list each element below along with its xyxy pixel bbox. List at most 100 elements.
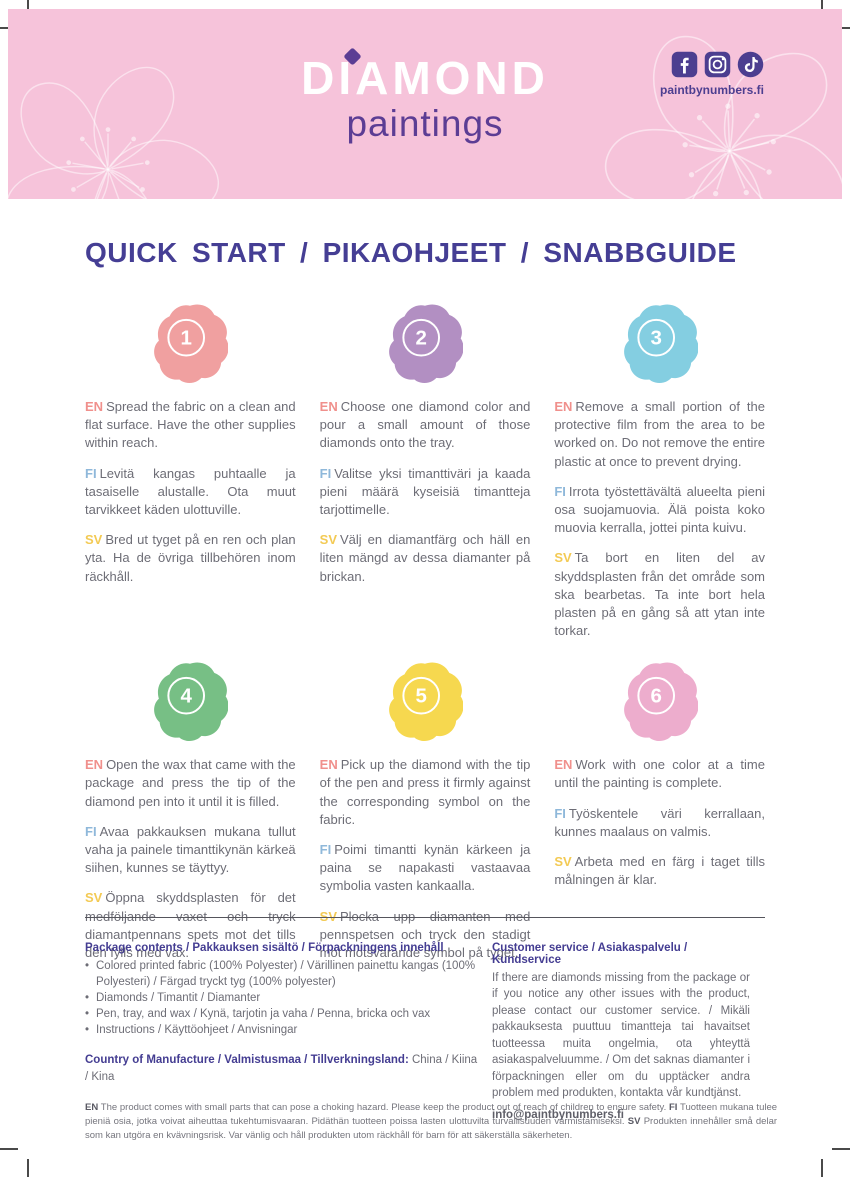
brand-logo: DIAMOND paintings <box>8 47 842 145</box>
step-text: Choose one diamond color and pour a smal… <box>319 399 531 451</box>
logo-subtitle: paintings <box>346 103 504 144</box>
step-text: Plocka upp diamanten med pennspetsen och… <box>319 909 531 960</box>
svg-text:4: 4 <box>181 685 193 708</box>
step-4-fi: FI Avaa pakkauksen mukana tullut vaha ja … <box>85 823 296 878</box>
step-1-en: EN Spread the fabric on a clean and flat … <box>85 398 296 453</box>
step-text: Ta bort en liten del av skyddsplasten fr… <box>554 550 765 639</box>
safety-warning: EN The product comes with small parts th… <box>85 1101 777 1144</box>
lang-label-en: EN <box>85 757 104 773</box>
step-text: Avaa pakkauksen mukana tullut vaha ja pa… <box>85 823 296 876</box>
step-text: Öppna skyddsplasten för det medföljande … <box>85 890 296 960</box>
step-text: Bred ut tyget på en ren och plan yta. Ha… <box>85 532 296 584</box>
list-item: Diamonds / Timantit / Diamanter <box>85 990 482 1006</box>
list-item: Colored printed fabric (100% Polyester) … <box>85 958 482 990</box>
step-2-en: EN Choose one diamond color and pour a sm… <box>320 398 531 453</box>
lang-label-sv: SV <box>554 550 572 566</box>
step-4: 4 EN Open the wax that came with the pack… <box>85 654 296 974</box>
lang-label-fi: FI <box>554 483 566 499</box>
customer-service-section: Customer service / Asiakaspalvelu / Kund… <box>492 942 750 1121</box>
svg-text:1: 1 <box>181 327 192 350</box>
step-1-icon: 1 <box>85 296 296 390</box>
crop-mark <box>821 1159 823 1177</box>
package-contents-title: Package contents / Pakkauksen sisältö / … <box>85 942 444 954</box>
svg-text:2: 2 <box>415 327 426 350</box>
step-text: Irrota työstettävältä alueelta pieni osa… <box>554 483 765 536</box>
lang-label-sv: SV <box>627 1115 641 1127</box>
customer-service-body: If there are diamonds missing from the p… <box>492 972 750 1100</box>
logo-wordmark: DIAMOND <box>301 52 549 104</box>
lang-label-fi: FI <box>319 842 332 857</box>
step-6-fi: FI Työskentele väri kerrallaan, kunnes ma… <box>554 805 765 841</box>
warning-sv: Produkten innehåller små delar som kan u… <box>85 1115 778 1141</box>
list-item: Pen, tray, and wax / Kynä, tarjotin ja v… <box>85 1006 482 1022</box>
step-text: Työskentele väri kerrallaan, kunnes maal… <box>554 805 765 839</box>
lang-label-en: EN <box>554 399 573 414</box>
step-1: 1 EN Spread the fabric on a clean and fla… <box>85 296 296 652</box>
step-1-sv: SV Bred ut tyget på en ren och plan yta. … <box>85 531 296 586</box>
step-5-en: EN Pick up the diamond with the tip of th… <box>320 756 531 829</box>
svg-text:5: 5 <box>415 685 426 708</box>
step-text: Work with one color at a time until the … <box>554 757 765 791</box>
package-contents-section: Package contents / Pakkauksen sisältö / … <box>85 942 482 1085</box>
step-6: 6 EN Work with one color at a time until … <box>554 654 765 974</box>
step-2-fi: FI Valitse yksi timanttiväri ja kaada pie… <box>320 465 531 520</box>
lang-label-sv: SV <box>319 532 337 548</box>
step-5-fi: FI Poimi timantti kynän kärkeen ja paina … <box>320 841 531 896</box>
lang-label-en: EN <box>319 399 338 414</box>
step-6-sv: SV Arbeta med en färg i taget tills målni… <box>554 853 765 889</box>
step-3-sv: SV Ta bort en liten del av skyddsplasten … <box>554 549 765 640</box>
crop-mark <box>27 1159 29 1177</box>
email-text[interactable]: info@paintbynumbers.fi <box>492 1108 624 1121</box>
step-text: Remove a small portion of the protective… <box>554 399 765 469</box>
svg-text:6: 6 <box>650 685 661 708</box>
facebook-icon[interactable] <box>671 51 698 78</box>
step-text: Valitse yksi timanttiväri ja kaada pieni… <box>319 465 531 517</box>
step-2-sv: SV Välj en diamantfärg och häll en liten … <box>320 531 531 586</box>
crop-mark <box>0 1148 18 1150</box>
instagram-icon[interactable] <box>704 51 731 78</box>
steps-grid: 1 EN Spread the fabric on a clean and fla… <box>85 296 765 974</box>
website-text[interactable]: paintbynumbers.fi <box>659 83 764 97</box>
lang-label-sv: SV <box>320 909 337 924</box>
lang-label-en: EN <box>319 757 338 773</box>
step-text: Arbeta med en färg i taget tills målning… <box>554 854 765 888</box>
step-5-icon: 5 <box>320 654 531 748</box>
country-label: Country of Manufacture / Valmistusmaa / … <box>85 1054 409 1067</box>
lang-label-en: EN <box>85 399 104 414</box>
tiktok-icon[interactable] <box>737 51 764 78</box>
step-6-en: EN Work with one color at a time until th… <box>554 756 765 792</box>
step-2-icon: 2 <box>320 296 531 390</box>
social-links: paintbynumbers.fi <box>660 51 764 97</box>
step-2: 2 EN Choose one diamond color and pour a … <box>320 296 531 652</box>
lang-label-sv: SV <box>85 890 103 906</box>
step-text: Open the wax that came with the package … <box>85 757 296 809</box>
lang-label-fi: FI <box>85 823 97 839</box>
country-of-manufacture: Country of Manufacture / Valmistusmaa / … <box>85 1052 482 1084</box>
step-1-fi: FI Levitä kangas puhtaalle ja tasaiselle … <box>85 465 296 520</box>
warning-fi: Tuotteen mukana tulee pieniä osia, jotka… <box>85 1101 778 1127</box>
customer-service-title: Customer service / Asiakaspalvelu / Kund… <box>492 942 688 966</box>
step-text: Spread the fabric on a clean and flat su… <box>85 399 296 451</box>
step-6-icon: 6 <box>554 654 765 748</box>
step-4-en: EN Open the wax that came with the packag… <box>85 756 296 811</box>
svg-text:3: 3 <box>650 327 661 350</box>
crop-mark <box>832 1148 850 1150</box>
divider-line <box>85 917 765 918</box>
country-value: China / Kiina / Kina <box>85 1054 478 1083</box>
header-banner: DIAMOND paintings paintbynumbers.fi <box>8 9 842 199</box>
lang-label-sv: SV <box>85 532 103 548</box>
lang-label-fi: FI <box>554 805 566 821</box>
list-item: Instructions / Käyttöohjeet / Anvisninga… <box>85 1022 482 1038</box>
lang-label-en: EN <box>85 1101 99 1113</box>
page-title: QUICK START / PIKAOHJEET / SNABBGUIDE <box>85 237 737 268</box>
lang-label-fi: FI <box>668 1101 678 1113</box>
step-text: Pick up the diamond with the tip of the … <box>319 757 531 827</box>
step-5-sv: SVPlocka upp diamanten med pennspetsen o… <box>320 908 531 963</box>
package-list: Colored printed fabric (100% Polyester) … <box>85 958 482 1039</box>
step-4-icon: 4 <box>85 654 296 748</box>
step-3-fi: FI Irrota työstettävältä alueelta pieni o… <box>554 483 765 538</box>
lang-label-fi: FI <box>319 465 332 481</box>
step-text: Levitä kangas puhtaalle ja tasaiselle al… <box>85 465 296 517</box>
lang-label-en: EN <box>554 757 573 773</box>
